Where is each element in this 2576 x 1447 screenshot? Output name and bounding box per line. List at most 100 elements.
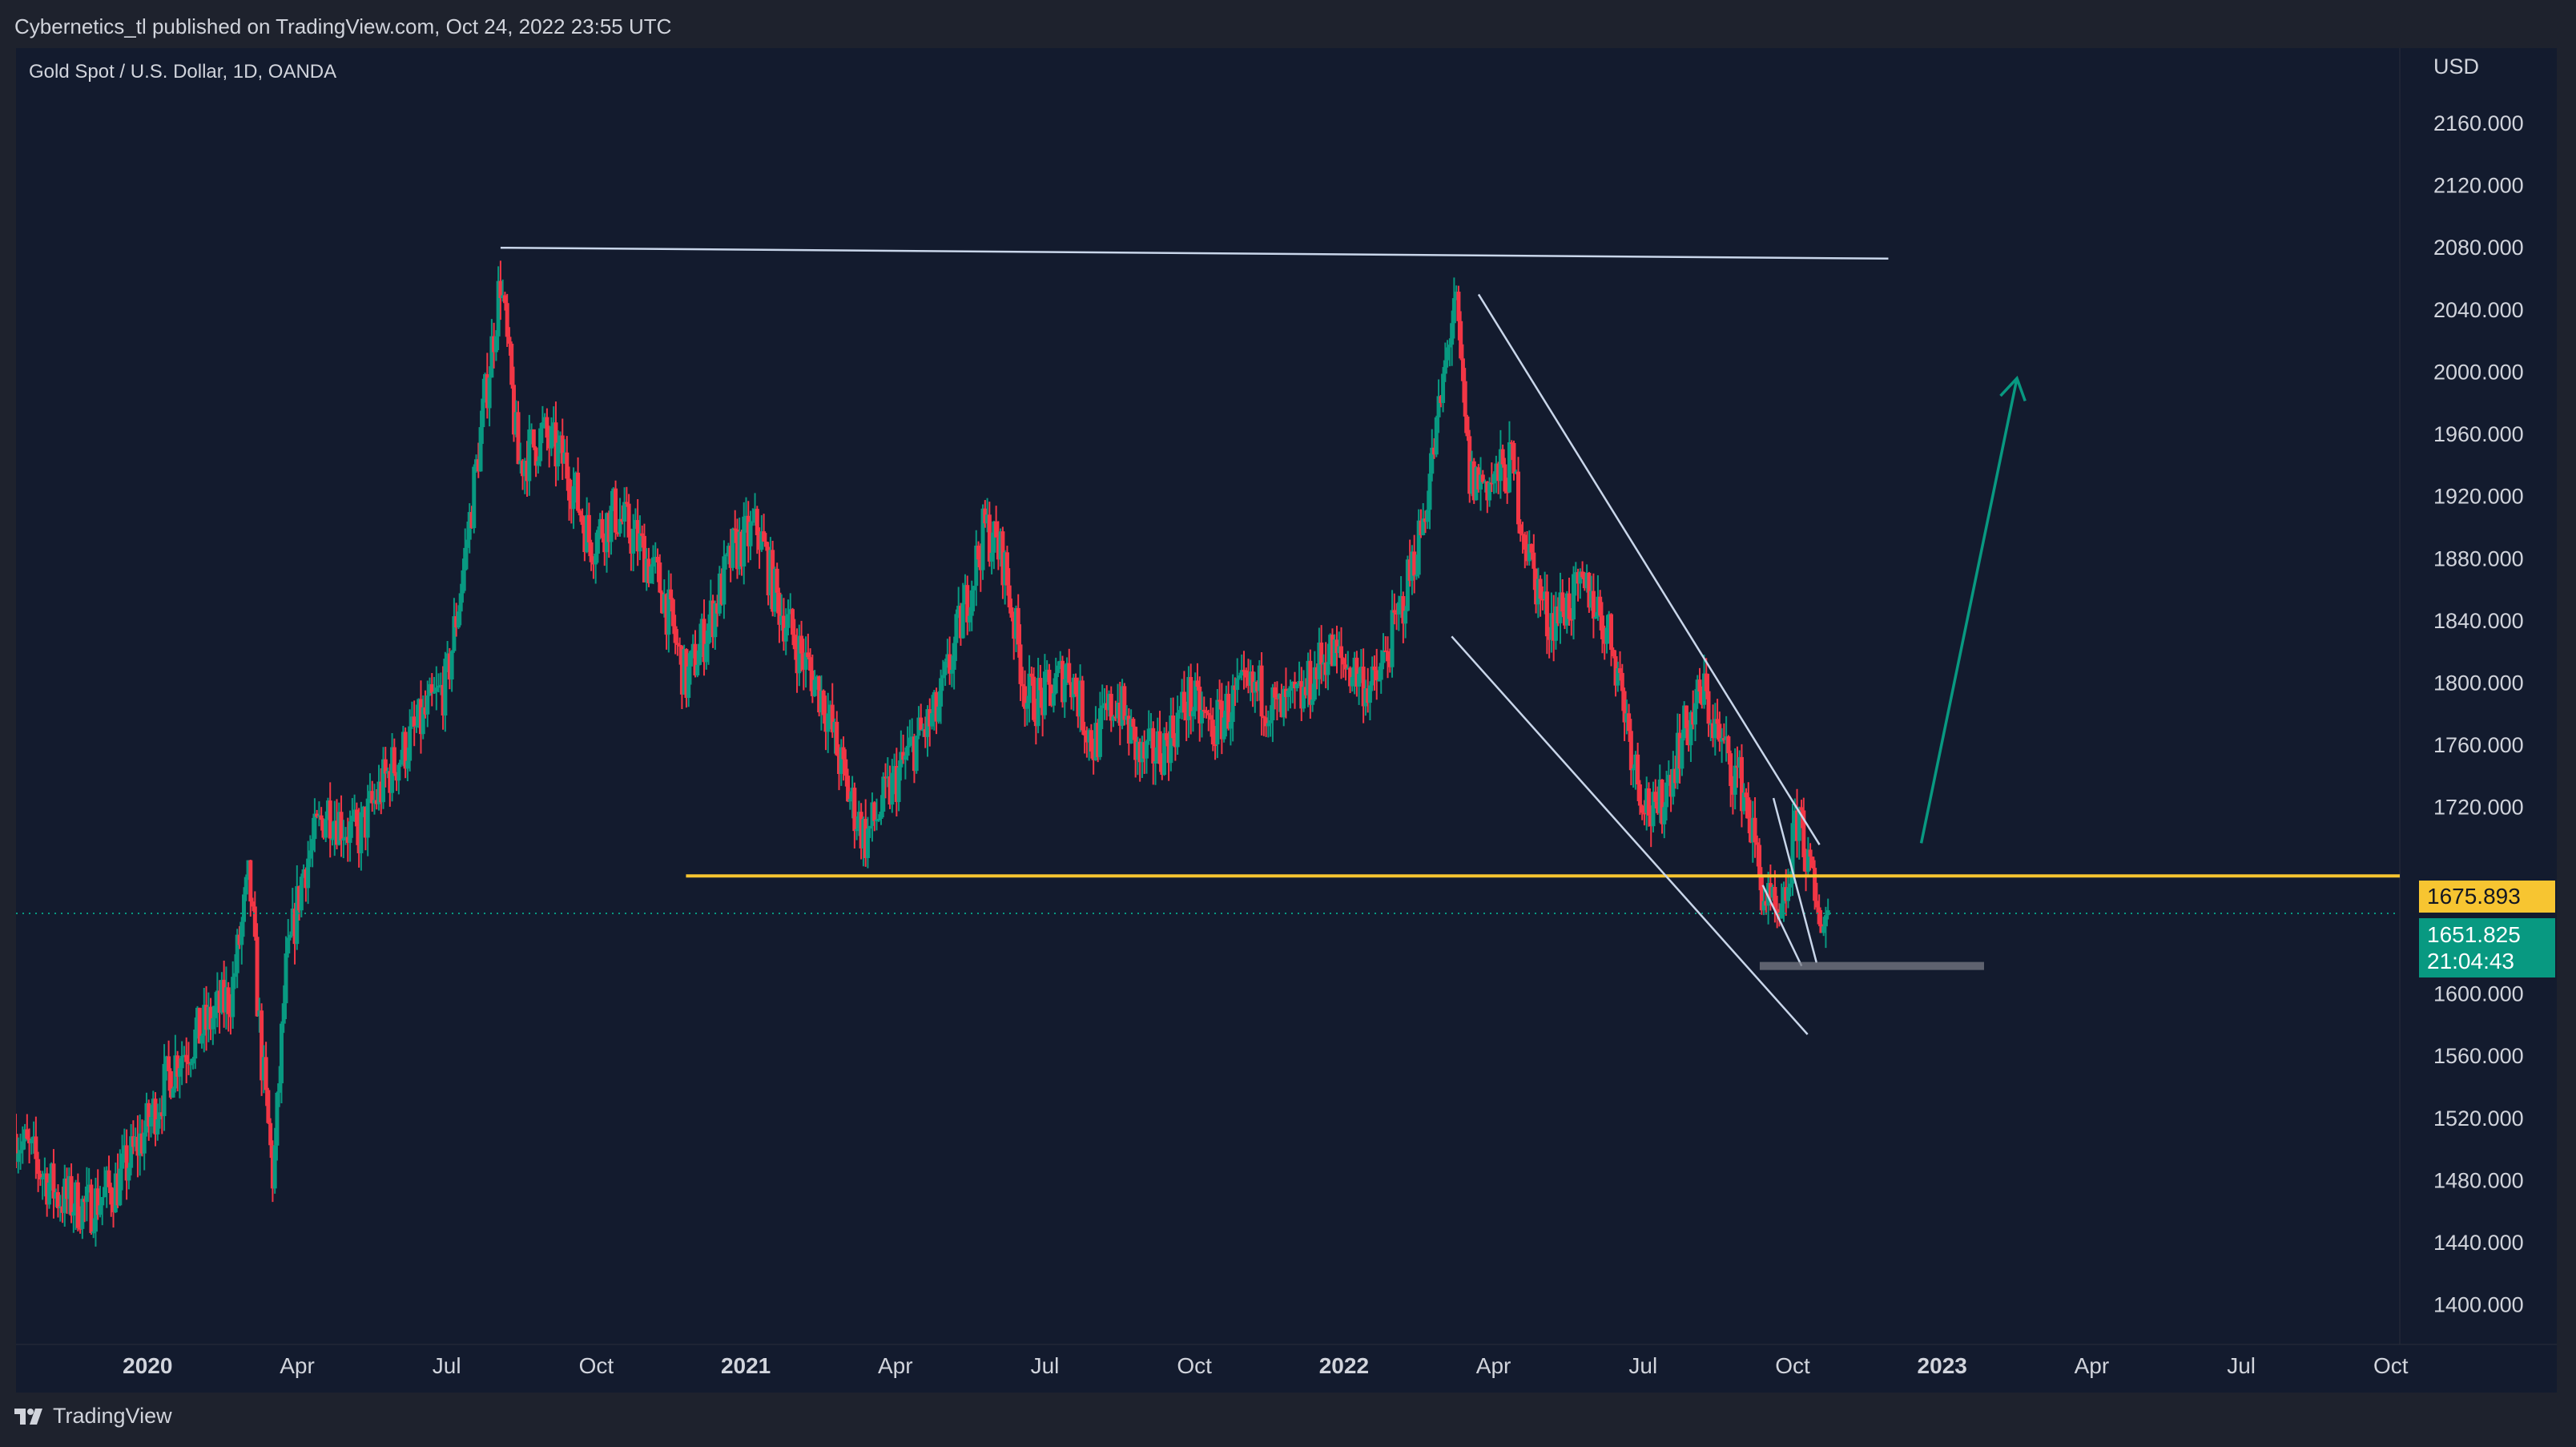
- candle-body: [167, 1056, 171, 1071]
- candle-body: [1476, 467, 1481, 490]
- tradingview-brand: TradingView: [53, 1404, 172, 1428]
- candle-body: [388, 771, 392, 793]
- candle-body: [1525, 550, 1530, 562]
- candle-body: [80, 1199, 85, 1229]
- candle-body: [328, 800, 332, 839]
- candle-body: [513, 412, 518, 435]
- candle-body: [1677, 732, 1682, 769]
- candle-body: [855, 828, 859, 832]
- candle-body: [985, 514, 990, 524]
- candle-body: [124, 1145, 129, 1181]
- candle-body: [598, 518, 602, 530]
- candle-body: [905, 745, 910, 756]
- candle-body: [60, 1206, 65, 1213]
- candle-body: [1126, 715, 1131, 744]
- candle-body: [226, 987, 231, 1014]
- candle-body: [1720, 738, 1725, 742]
- candle-body: [1000, 531, 1005, 586]
- candle-body: [1151, 728, 1156, 764]
- candle-body: [1155, 731, 1160, 762]
- candle-body: [281, 1003, 286, 1024]
- candle-body: [65, 1178, 70, 1199]
- candle-body: [129, 1136, 134, 1168]
- candle-body: [428, 684, 433, 696]
- candle-body: [1757, 844, 1762, 877]
- candle-body: [396, 764, 401, 781]
- candle-body: [1023, 686, 1028, 709]
- candle-body: [748, 522, 753, 546]
- candle-body: [1536, 578, 1540, 605]
- candle-body: [759, 531, 764, 550]
- channel-lower-line: [1451, 635, 1809, 1035]
- candle-body: [251, 901, 256, 907]
- candle-body: [536, 461, 541, 466]
- candle-body: [1193, 680, 1197, 711]
- currency-label[interactable]: USD: [2433, 54, 2480, 79]
- candle-body: [171, 1088, 175, 1098]
- candle-body: [1310, 699, 1315, 705]
- candle-body: [22, 1129, 27, 1142]
- candle-body: [1500, 449, 1505, 465]
- y-tick-label: 2040.000: [2433, 298, 2524, 322]
- candle-body: [89, 1184, 94, 1233]
- candle-body: [122, 1145, 127, 1154]
- candlestick-series: [16, 260, 1830, 1247]
- candle-body: [686, 666, 691, 699]
- candle-body: [403, 732, 408, 769]
- tradingview-logo[interactable]: TradingView: [14, 1404, 172, 1429]
- candle-body: [204, 1005, 209, 1030]
- candle-body: [1381, 650, 1386, 663]
- candle-body: [803, 652, 808, 670]
- x-tick-label: 2023: [1918, 1353, 1967, 1378]
- candle-body: [920, 729, 925, 732]
- candle-body: [1724, 736, 1729, 740]
- candle-body: [545, 417, 549, 438]
- projection-arrow: [1919, 377, 2019, 844]
- candle-body: [540, 422, 545, 429]
- candle-body: [292, 908, 297, 945]
- candle-body: [839, 747, 843, 775]
- candle-body: [321, 820, 326, 838]
- candle-body: [95, 1188, 100, 1215]
- candle-body: [1805, 849, 1810, 872]
- candle-body: [1087, 730, 1092, 743]
- candle-body: [1419, 520, 1423, 535]
- candle-body: [629, 537, 634, 554]
- candle-body: [16, 1153, 21, 1163]
- chart-pane[interactable]: 2160.000 2120.000 2080.000 2040.000 2000.000…: [16, 48, 2557, 1393]
- last-price-tag: 1651.825 21:04:43: [2419, 918, 2555, 977]
- y-tick-label: 1520.000: [2433, 1106, 2524, 1131]
- candle-body: [626, 503, 631, 538]
- candle-body: [252, 906, 257, 937]
- candle-body: [1279, 694, 1284, 718]
- candle-body: [631, 529, 636, 554]
- candle-body: [1116, 702, 1121, 719]
- y-tick-label: 2160.000: [2433, 111, 2524, 135]
- candle-body: [1520, 534, 1525, 536]
- candle-body: [1273, 687, 1278, 698]
- candle-body: [1004, 552, 1009, 586]
- candle-body: [84, 1186, 89, 1203]
- candle-body: [1729, 753, 1733, 787]
- candle-body: [83, 1199, 87, 1203]
- candle-body: [644, 558, 649, 582]
- candle-body: [1390, 610, 1395, 667]
- candle-body: [1105, 703, 1109, 711]
- candle-body: [1257, 665, 1262, 691]
- candle-body: [38, 1174, 42, 1180]
- candle-body: [969, 590, 974, 616]
- candle-body: [463, 547, 468, 570]
- candle-body: [1197, 687, 1202, 724]
- candle-body: [195, 1007, 199, 1030]
- symbol-title[interactable]: Gold Spot / U.S. Dollar, 1D, OANDA: [29, 61, 337, 83]
- candle-body: [1135, 741, 1140, 760]
- candle-body: [1653, 792, 1658, 802]
- candle-body: [1414, 574, 1419, 577]
- candle-body: [458, 593, 463, 612]
- candle-body: [560, 435, 565, 464]
- candle-body: [742, 516, 747, 567]
- price-chart[interactable]: 2160.000 2120.000 2080.000 2040.000 2000.000…: [16, 48, 2557, 1393]
- candle-body: [270, 1145, 275, 1189]
- candle-body: [1246, 677, 1251, 686]
- candle-body: [312, 813, 317, 840]
